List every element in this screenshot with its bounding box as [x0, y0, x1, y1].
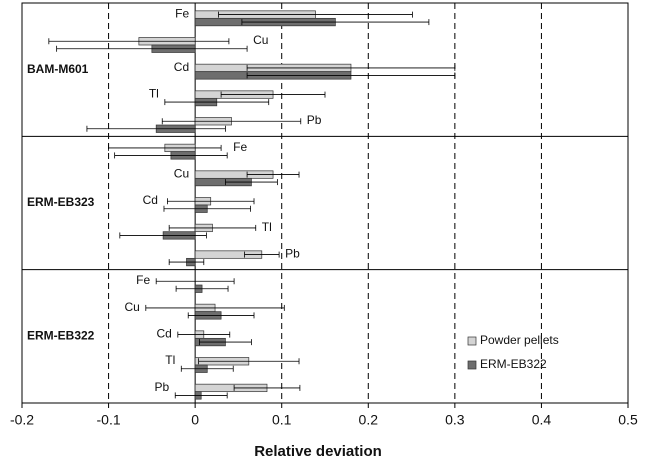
category-label: Tl	[165, 353, 175, 367]
category-label: Fe	[175, 7, 189, 21]
category-label: Pb	[285, 247, 300, 261]
x-tick-label: 0	[191, 412, 199, 428]
legend-label: Powder pellets	[480, 333, 559, 347]
x-tick-label: 0.5	[618, 412, 638, 428]
category-label: Cu	[124, 300, 139, 314]
x-tick-label: -0.2	[10, 412, 34, 428]
plot-frame	[21, 2, 629, 404]
category-label: Fe	[136, 273, 150, 287]
x-tick-label: 0.2	[359, 412, 379, 428]
group-label: ERM-EB323	[27, 195, 95, 209]
category-label: Pb	[155, 380, 170, 394]
legend-swatch	[467, 360, 477, 370]
x-tick-label: -0.1	[97, 412, 121, 428]
category-label: Pb	[307, 113, 322, 127]
group-label: ERM-EB322	[27, 329, 95, 343]
category-label: Cd	[156, 327, 171, 341]
legend-swatch	[467, 336, 477, 346]
category-label: Cd	[143, 193, 158, 207]
x-axis-label: Relative deviation	[254, 443, 382, 460]
legend-label: ERM-EB322	[480, 357, 547, 371]
group-label: BAM-M601	[27, 62, 89, 76]
category-label: Tl	[262, 220, 272, 234]
category-label: Tl	[149, 87, 159, 101]
category-label: Cu	[253, 33, 268, 47]
x-tick-label: 0.1	[272, 412, 292, 428]
x-tick-label: 0.3	[445, 412, 465, 428]
x-tick-label: 0.4	[532, 412, 552, 428]
category-label: Fe	[233, 140, 247, 154]
category-label: Cu	[174, 167, 189, 181]
category-label: Cd	[174, 60, 189, 74]
